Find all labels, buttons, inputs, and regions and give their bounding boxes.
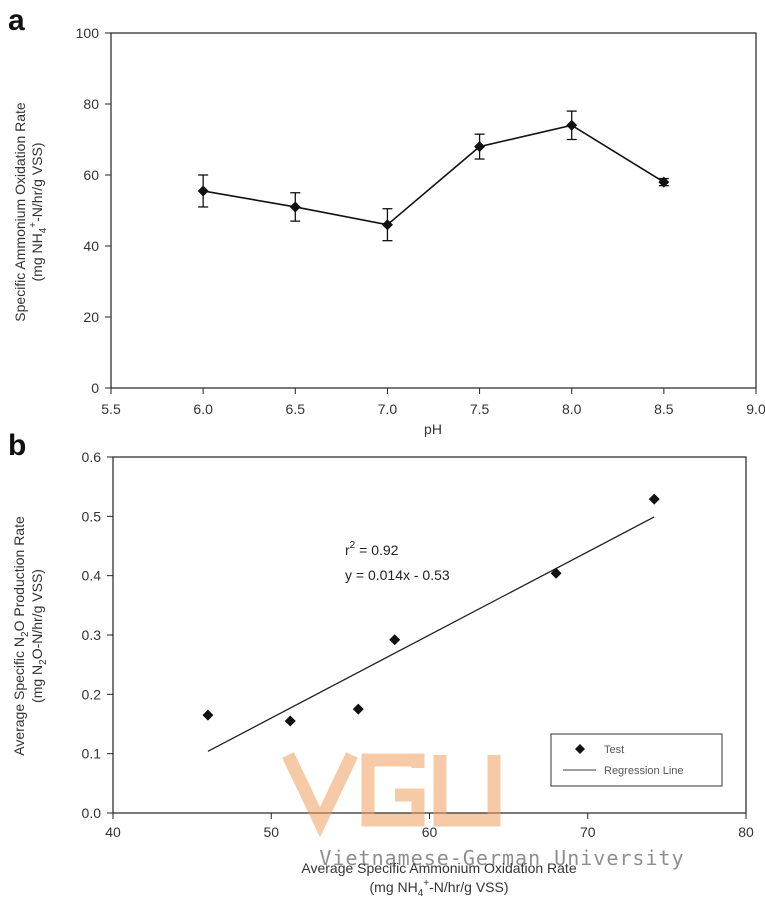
panel-a-series-line	[203, 124, 665, 226]
panel-b-y-tick-label: 0.1	[82, 746, 102, 762]
panel-a-y-tick-label: 40	[83, 238, 99, 254]
panel-b-y-tick-label: 0.3	[82, 627, 102, 643]
panel-a-x-tick-label: 6.0	[193, 401, 213, 417]
panel-a-x-tick-label: 5.5	[101, 401, 121, 417]
legend-regression-label: Regression Line	[604, 765, 684, 777]
panel-b-x-tick-label: 80	[738, 824, 754, 840]
panel-b-y-tick-label: 0.0	[82, 805, 102, 821]
panel-a-x-tick-label: 8.5	[654, 401, 674, 417]
panel-b-data-point	[284, 715, 296, 727]
vgu-watermark-caption: Vietnamese-German University	[319, 846, 684, 870]
panel-b-label: b	[8, 429, 26, 462]
panel-a: a 5.5 6.0 6.5 7.0 7.5 8.0 8.5 9.0 020406080100 …	[8, 4, 765, 437]
panel-a-x-tick-label: 7.0	[378, 401, 398, 417]
panel-b-y-tick-label: 0.4	[82, 568, 102, 584]
panel-a-x-tick-label: 9.0	[746, 401, 765, 417]
panel-b-data-point	[389, 634, 401, 646]
panel-b-y-tick-label: 0.6	[82, 449, 102, 465]
panel-b-legend: Test Regression Line	[550, 733, 723, 787]
panel-b: b 40 50 60 70 80 0.0 0.1 0.2 0.3 0.4 0.5 0.6 Avera…	[8, 429, 754, 899]
panel-b-y-axis-title-line2: (mg N2O-N/hr/g VSS)	[29, 569, 49, 703]
panel-a-y-tick-label: 100	[76, 25, 100, 41]
panel-a-y-tick-label: 60	[83, 167, 99, 183]
panel-b-data-points	[202, 493, 660, 727]
panel-a-x-tick-label: 8.0	[562, 401, 582, 417]
legend-test-label: Test	[604, 744, 624, 756]
panel-b-data-point	[352, 703, 364, 715]
panel-a-y-tick-label: 20	[83, 309, 99, 325]
panel-b-r-squared-annotation: r2 = 0.92	[345, 540, 399, 558]
panel-a-data-point	[474, 141, 486, 153]
panel-a-y-axis-title-line1: Specific Ammonium Oxidation Rate	[12, 102, 28, 322]
vgu-watermark: Vietnamese-German University	[282, 752, 684, 870]
panel-a-error-bars	[198, 110, 669, 242]
panel-b-x-tick-label: 40	[105, 824, 121, 840]
panel-b-y-axis-title: Average Specific N2O Production Rate (mg…	[11, 516, 49, 756]
panel-a-x-tick-label: 6.5	[286, 401, 306, 417]
panel-b-equation-annotation: y = 0.014x - 0.53	[345, 567, 450, 583]
panel-a-y-tick-label: 80	[83, 96, 99, 112]
legend-box	[550, 733, 723, 787]
vgu-logo	[282, 752, 501, 838]
panel-a-data-point	[658, 176, 670, 188]
panel-b-x-axis-title-line2: (mg NH4+-N/hr/g VSS)	[370, 878, 509, 899]
panel-a-y-axis-title: Specific Ammonium Oxidation Rate (mg NH4…	[12, 102, 49, 322]
panel-b-x-tick-label: 50	[263, 824, 279, 840]
panel-b-data-point	[202, 709, 214, 721]
panel-a-data-point	[289, 201, 301, 213]
panel-b-y-tick-label: 0.5	[82, 508, 102, 524]
panel-a-plot-frame	[110, 32, 757, 389]
panel-a-y-ticks: 0 20 40 60 80 100	[76, 25, 111, 396]
panel-b-data-point	[648, 493, 660, 505]
panel-a-x-tick-label: 7.5	[470, 401, 490, 417]
panel-a-label: a	[8, 4, 25, 37]
panel-b-y-ticks: 0.0 0.1 0.2 0.3 0.4 0.5 0.6	[82, 449, 113, 821]
panel-b-regression-line	[207, 516, 655, 752]
panel-a-y-axis-title-line2: (mg NH4+-N/hr/g VSS)	[28, 143, 49, 282]
legend-test-marker	[575, 744, 585, 754]
panel-a-data-points	[197, 119, 670, 231]
panel-b-y-axis-title-line1: Average Specific N2O Production Rate	[11, 516, 31, 756]
panel-a-x-axis-title: pH	[424, 421, 442, 437]
panel-b-x-tick-label: 70	[580, 824, 596, 840]
panel-b-x-tick-label: 60	[422, 824, 438, 840]
panel-b-x-axis-title-line1: Average Specific Ammonium Oxidation Rate	[301, 860, 576, 876]
panel-a-y-tick-label: 0	[91, 380, 99, 396]
panel-a-x-ticks: 5.5 6.0 6.5 7.0 7.5 8.0 8.5 9.0	[101, 388, 765, 417]
panel-b-y-tick-label: 0.2	[82, 686, 102, 702]
panel-a-data-point	[566, 119, 578, 131]
panel-b-x-ticks: 40 50 60 70 80	[105, 813, 754, 840]
panel-a-data-point	[197, 185, 209, 197]
panel-a-data-point	[381, 219, 393, 231]
panel-b-data-point	[550, 567, 562, 579]
